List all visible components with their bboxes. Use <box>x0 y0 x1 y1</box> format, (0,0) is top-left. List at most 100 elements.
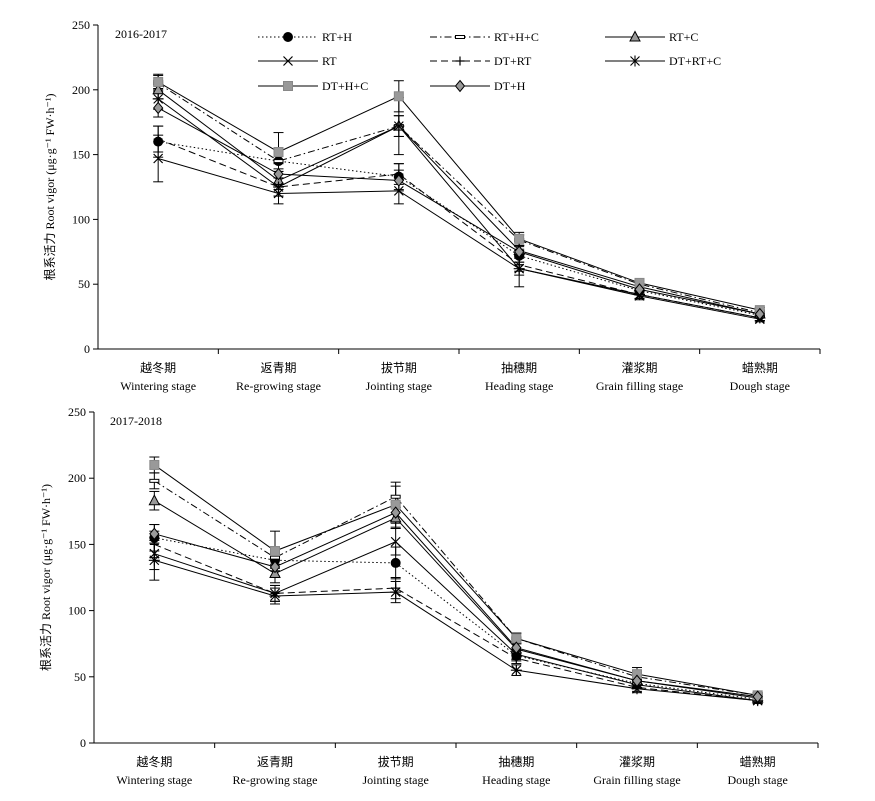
series-line <box>157 89 760 315</box>
data-point <box>631 683 643 695</box>
x-tick-label: Re-growing stage <box>236 379 321 393</box>
legend-marker <box>283 56 293 66</box>
x-tick-label-cn: 拔节期 <box>378 754 414 769</box>
data-point <box>752 690 763 703</box>
x-tick-label: Jointing stage <box>366 379 432 393</box>
data-point <box>153 134 163 144</box>
y-tick-label: 100 <box>68 604 86 618</box>
x-tick-label-cn: 灌浆期 <box>619 754 655 769</box>
data-point <box>390 557 401 568</box>
data-point <box>511 641 522 654</box>
y-tick-label: 150 <box>72 148 90 162</box>
series-line <box>154 543 758 702</box>
data-point <box>153 77 164 88</box>
data-point <box>514 233 525 244</box>
legend-marker <box>455 35 465 39</box>
series-line <box>157 138 760 319</box>
data-point <box>510 664 522 676</box>
data-point <box>270 546 280 557</box>
y-tick-label: 100 <box>72 212 90 226</box>
data-point <box>393 91 404 102</box>
legend: RT+H RT+H+C RT+C RT DT+RT DT+RT+C DT+H+C DT+H <box>258 30 721 93</box>
legend-label: RT+C <box>669 30 698 44</box>
data-point <box>273 181 284 193</box>
y-tick-label: 50 <box>74 670 86 684</box>
data-point <box>148 554 160 566</box>
data-point <box>153 101 164 115</box>
data-point <box>148 494 161 506</box>
x-tick-label: Heading stage <box>482 773 550 787</box>
series-line <box>154 480 758 696</box>
legend-item: DT+RT <box>430 54 532 68</box>
chart-title: 2017-2018 <box>110 414 162 428</box>
data-point <box>149 527 160 541</box>
x-tick-label-cn: 返青期 <box>257 755 293 769</box>
series-line <box>157 82 760 314</box>
x-tick-label: Re-growing stage <box>233 773 318 787</box>
chart-panel-2: 0 50 100 150 200 250 越冬期 Wintering stage 返青期 Re-g… <box>39 405 819 787</box>
legend-label: RT+H <box>322 30 352 44</box>
data-point <box>152 93 164 105</box>
data-point <box>149 539 159 549</box>
x-tick-label: Heading stage <box>485 379 553 393</box>
legend-item: DT+H+C <box>258 79 368 93</box>
series-line <box>154 512 758 698</box>
legend-label: RT <box>322 54 337 68</box>
y-tick-label: 0 <box>80 736 86 750</box>
x-tick-label-cn: 越冬期 <box>136 754 172 769</box>
data-point <box>149 459 160 470</box>
data-point <box>269 590 281 602</box>
data-point <box>390 536 401 547</box>
data-point <box>273 147 284 158</box>
x-tick-label-cn: 抽穗期 <box>501 361 537 375</box>
x-tick-label-cn: 拔节期 <box>381 360 417 375</box>
data-point <box>513 263 525 275</box>
series-line <box>157 107 760 315</box>
data-point <box>270 555 280 560</box>
y-axis-label: 根系活力 Root vigor (μg·g⁻¹ FW·h⁻¹) <box>39 484 53 671</box>
x-tick-label-cn: 蜡熟期 <box>740 754 776 769</box>
y-tick-label: 0 <box>84 342 90 356</box>
legend-label: DT+RT <box>494 54 532 68</box>
chart-title: 2016-2017 <box>115 27 167 41</box>
x-tick-label-cn: 抽穗期 <box>498 755 534 769</box>
data-point <box>631 674 643 688</box>
chart-panel-1: 0 50 100 150 200 250 越冬期 Wintering stage 返青期 Re-g… <box>43 18 821 393</box>
series-line <box>154 559 758 702</box>
data-point <box>390 506 401 519</box>
legend-label: DT+RT+C <box>669 54 721 68</box>
series-line <box>154 541 758 702</box>
x-tick-label: Grain filling stage <box>596 379 683 393</box>
data-point <box>393 174 404 187</box>
y-tick-label: 150 <box>68 537 86 551</box>
legend-label: DT+H+C <box>322 79 368 93</box>
data-point <box>514 245 525 259</box>
x-tick-label: Jointing stage <box>363 773 429 787</box>
legend-item: RT+C <box>605 30 698 44</box>
data-point <box>634 283 645 296</box>
data-point <box>754 307 765 321</box>
series-line <box>154 500 758 699</box>
data-point <box>273 159 284 164</box>
legend-marker <box>283 32 293 42</box>
x-tick-label: Dough stage <box>730 379 790 393</box>
x-tick-label: Wintering stage <box>120 379 196 393</box>
series-line <box>158 158 760 320</box>
data-point <box>149 478 160 483</box>
legend-item: RT+H <box>258 30 352 44</box>
legend-marker <box>629 55 641 67</box>
x-tick-label: Dough stage <box>728 773 788 787</box>
data-point <box>273 167 284 181</box>
x-tick-label-cn: 返青期 <box>260 361 296 375</box>
x-tick-label-cn: 越冬期 <box>140 360 176 375</box>
data-point <box>269 560 281 574</box>
legend-marker <box>454 79 466 93</box>
data-point <box>153 153 164 164</box>
legend-label: RT+H+C <box>494 30 539 44</box>
x-tick-label: Grain filling stage <box>593 773 680 787</box>
y-tick-label: 200 <box>72 83 90 97</box>
legend-marker <box>455 56 465 66</box>
y-axis-label: 根系活力 Root vigor (μg·g⁻¹ FW·h⁻¹) <box>43 94 57 281</box>
